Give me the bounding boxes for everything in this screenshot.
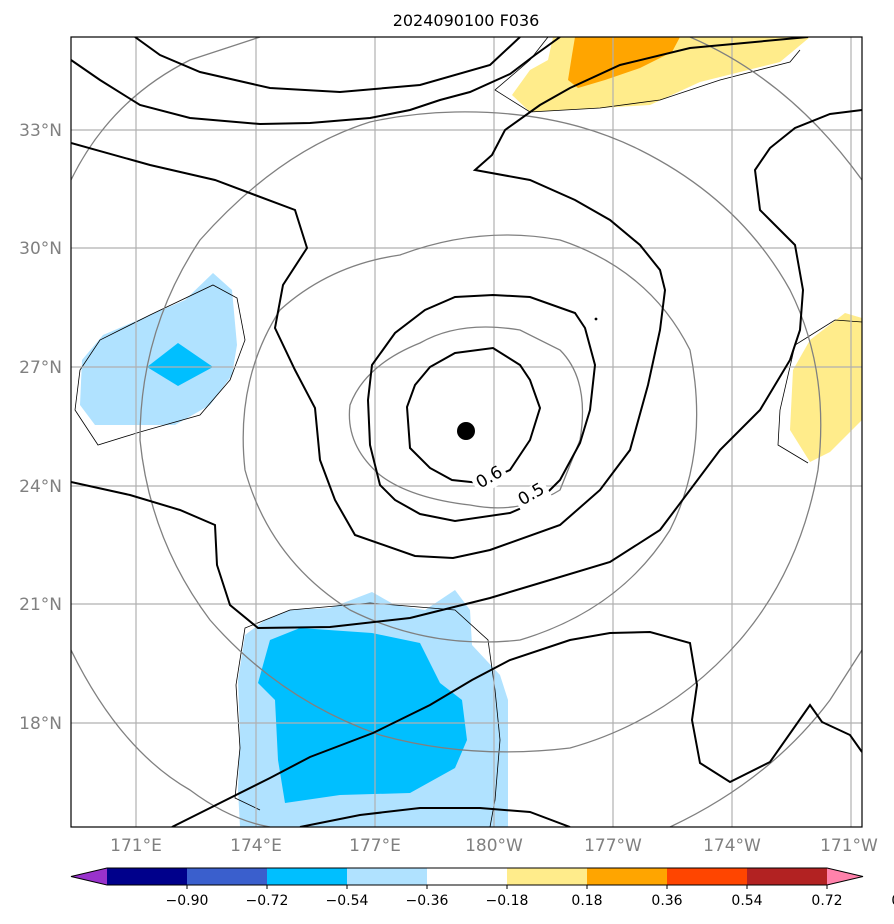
black-contours	[71, 37, 862, 827]
colorbar-segment	[347, 868, 428, 885]
colorbar: −0.90 −0.72 −0.54 −0.36 −0.18 0.18 0.36 0.54 0.7…	[70, 867, 894, 909]
lon-label: 174°E	[230, 836, 282, 856]
lon-labels: 171°E 174°E 177°E 180°W 177°W 174°W 171°…	[110, 836, 878, 856]
map-gridlines	[71, 37, 862, 827]
lon-label: 177°W	[584, 836, 642, 856]
anomaly-outline-north	[494, 37, 801, 113]
lat-label: 21°N	[19, 595, 62, 615]
lon-label: 174°W	[703, 836, 761, 856]
small-dot-marker	[594, 317, 598, 321]
colorbar-segment	[267, 868, 348, 885]
positive-anomaly-area-east	[790, 313, 862, 462]
lat-label: 30°N	[19, 239, 62, 259]
lat-label: 27°N	[19, 358, 62, 378]
map-frame	[70, 36, 863, 828]
map-area: 0.6 0.5	[71, 37, 862, 827]
second-contour	[366, 293, 597, 523]
inner-contour	[405, 346, 542, 485]
south-contour	[171, 630, 862, 827]
colorbar-tick-label: −0.72	[246, 893, 289, 909]
fourth-contour	[71, 37, 561, 126]
colorbar-segment	[667, 868, 748, 885]
colorbar-tick-label: 0.90	[891, 893, 894, 909]
lat-label: 33°N	[19, 121, 62, 141]
lon-label: 180°W	[465, 836, 523, 856]
colorbar-segment	[107, 868, 188, 885]
negative-anomaly-core-south	[258, 628, 467, 803]
main-closed-contour	[71, 37, 809, 560]
anomaly-outline-west	[74, 284, 246, 446]
colorbar-extension-high	[827, 868, 863, 885]
colorbar-extension-low	[71, 868, 107, 885]
lat-label: 18°N	[19, 714, 62, 734]
negative-anomaly-core-west	[147, 343, 213, 386]
colorbar-segment	[427, 868, 508, 885]
colorbar-segment	[507, 868, 588, 885]
colorbar-tick-label: −0.18	[486, 893, 529, 909]
outer-contour	[71, 109, 862, 630]
colorbar-segment	[747, 868, 828, 885]
negative-anomaly-area-west	[80, 273, 237, 425]
colorbar-tick-label: −0.90	[166, 893, 209, 909]
colorbar-tick-label: −0.36	[406, 893, 449, 909]
colorbar-segment	[187, 868, 268, 885]
bottom-edge-contour	[299, 807, 571, 827]
lat-labels: 33°N 30°N 27°N 24°N 21°N 18°N	[19, 121, 62, 734]
center-marker	[457, 422, 475, 440]
colorbar-tick-label: 0.72	[811, 893, 842, 909]
colorbar-tick-label: 0.54	[731, 893, 762, 909]
lon-label: 171°E	[110, 836, 162, 856]
lat-label: 24°N	[19, 477, 62, 497]
third-contour	[134, 37, 521, 94]
colorbar-tick-label: 0.18	[571, 893, 602, 909]
lon-label: 177°E	[349, 836, 401, 856]
lon-label: 171°W	[820, 836, 878, 856]
colorbar-tick-label: 0.36	[651, 893, 682, 909]
shaded-anomaly-fields	[74, 37, 862, 827]
colorbar-outline	[70, 867, 864, 886]
colorbar-tick-label: −0.54	[326, 893, 369, 909]
colorbar-segment	[587, 868, 668, 885]
anomaly-outline-east	[777, 319, 862, 464]
map-title: 2024090100 F036	[393, 11, 540, 30]
gray-contours	[71, 37, 862, 827]
